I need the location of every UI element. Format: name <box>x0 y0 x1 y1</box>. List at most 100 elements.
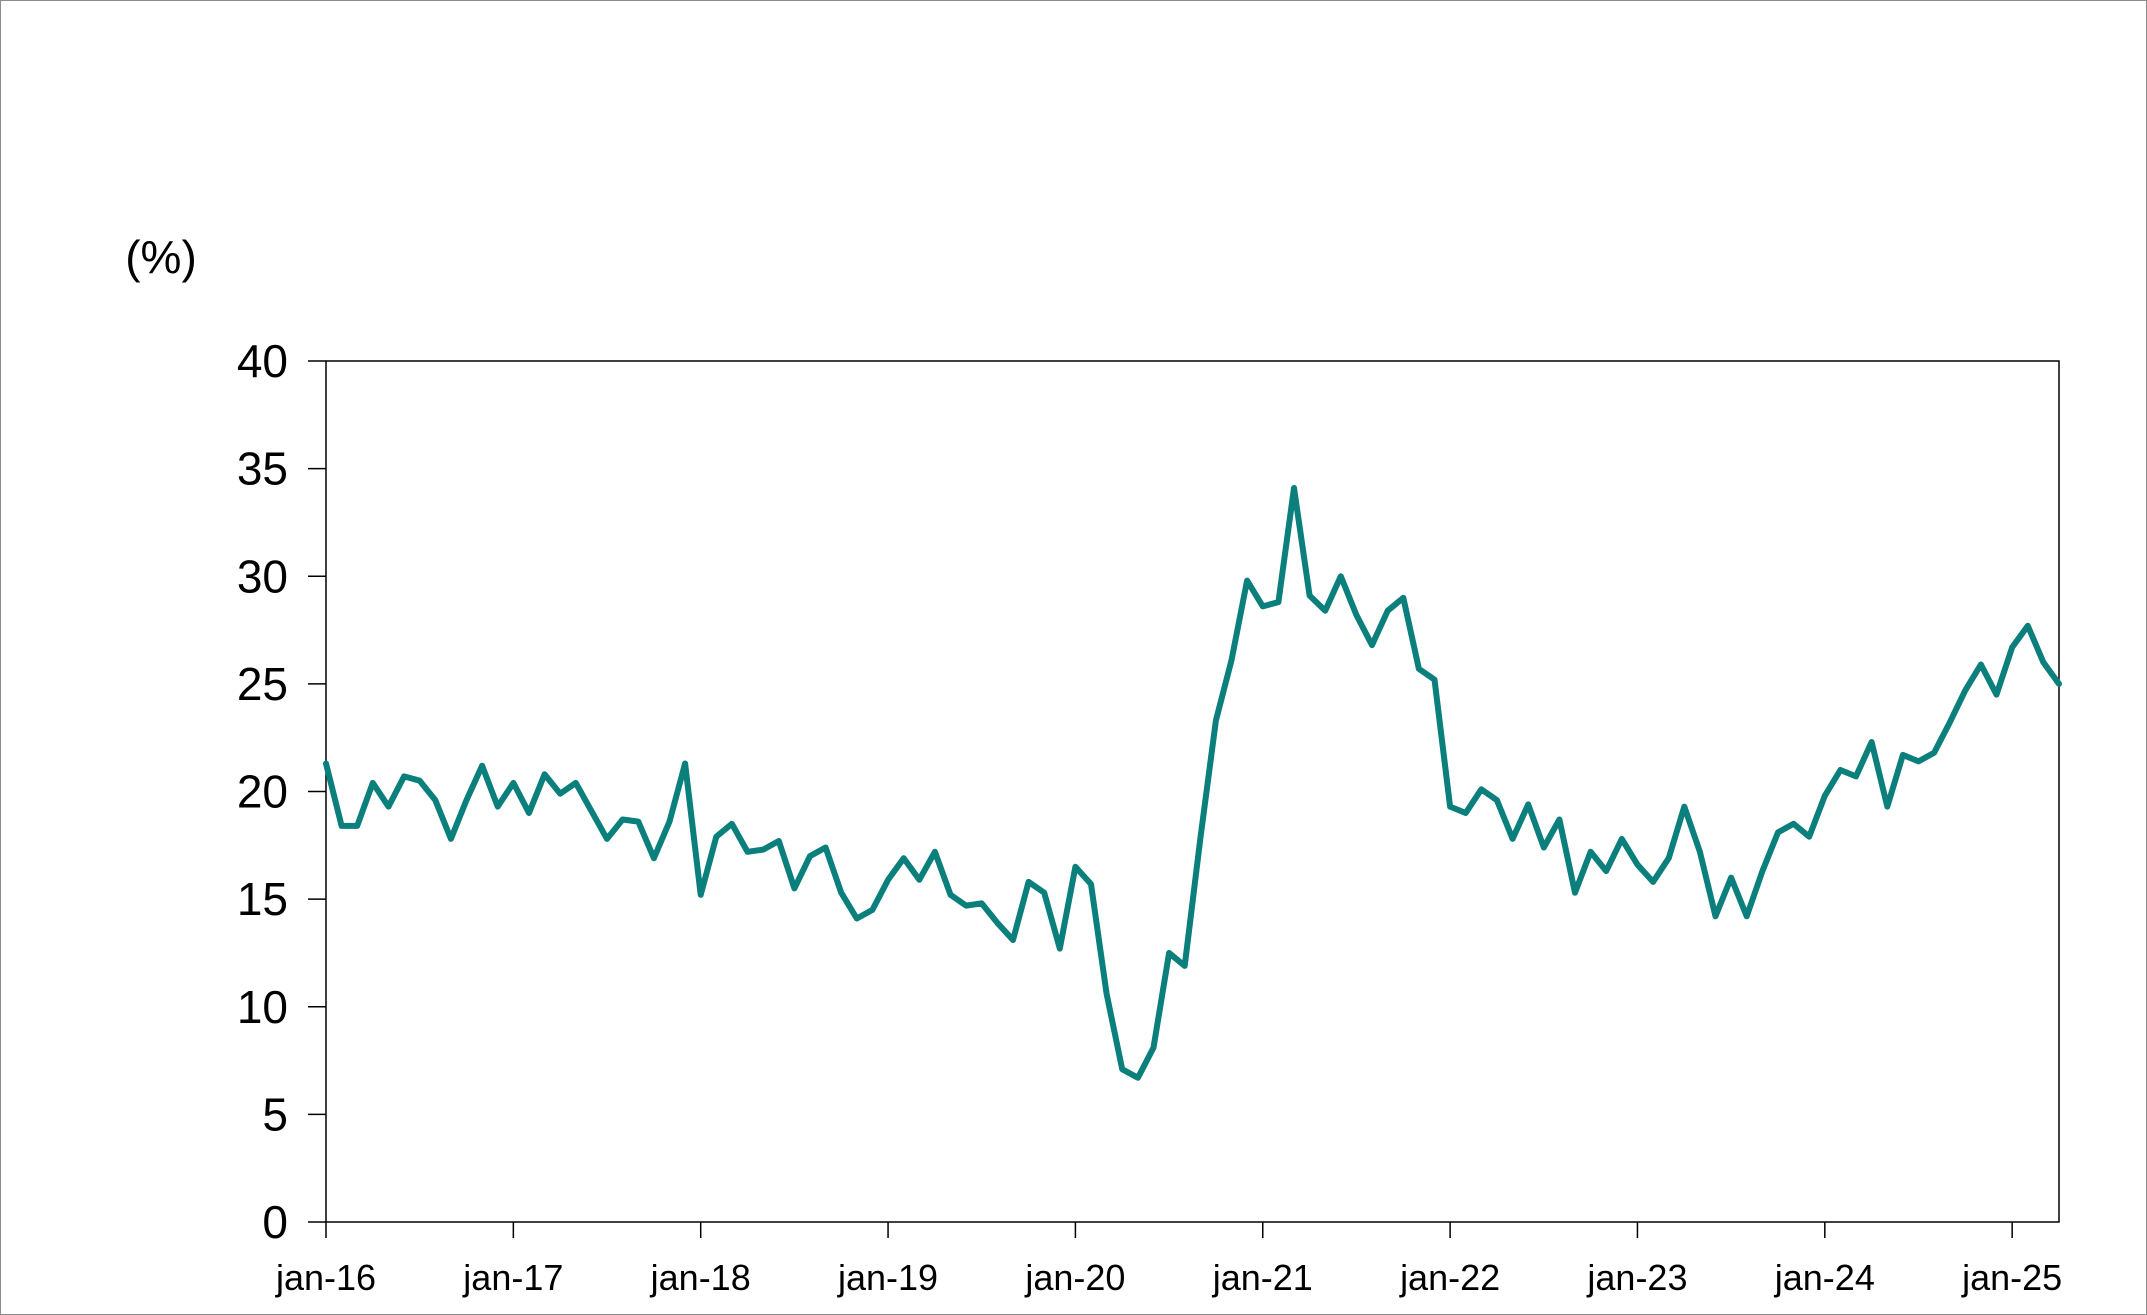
data-point <box>1572 890 1578 896</box>
x-tick-label: jan-22 <box>1399 1257 1500 1298</box>
data-point <box>1588 849 1594 855</box>
data-point <box>323 761 329 767</box>
data-point <box>417 778 423 784</box>
data-point <box>1135 1075 1141 1081</box>
data-point <box>948 892 954 898</box>
data-point <box>994 920 1000 926</box>
data-point <box>1556 817 1562 823</box>
data-point <box>1916 758 1922 764</box>
data-point <box>729 821 735 827</box>
data-point <box>448 836 454 842</box>
data-point <box>1728 875 1734 881</box>
data-point <box>1759 868 1765 874</box>
data-point <box>1432 677 1438 683</box>
data-point <box>1681 804 1687 810</box>
data-point <box>1088 881 1094 887</box>
data-point <box>963 903 969 909</box>
data-point <box>1478 786 1484 792</box>
data-point <box>1353 612 1359 618</box>
data-point <box>1494 797 1500 803</box>
data-point <box>760 847 766 853</box>
data-point <box>2009 644 2015 650</box>
data-point <box>1338 573 1344 579</box>
x-axis: jan-16 jan-17 jan-18 jan-19 jan-20 jan-21 jan-… <box>275 1222 2062 1298</box>
data-point <box>1744 913 1750 919</box>
data-point <box>1026 879 1032 885</box>
data-point <box>1603 868 1609 874</box>
data-point <box>354 823 360 829</box>
data-point <box>745 849 751 855</box>
data-point <box>510 780 516 786</box>
data-point <box>620 817 626 823</box>
x-tick-label: jan-16 <box>275 1257 376 1298</box>
x-tick-label: jan-25 <box>1961 1257 2062 1298</box>
y-axis-unit-label: (%) <box>125 231 197 283</box>
data-point <box>776 838 782 844</box>
data-point <box>1713 913 1719 919</box>
data-point <box>1119 1066 1125 1072</box>
data-point <box>2025 623 2031 629</box>
data-point <box>1229 657 1235 663</box>
data-point <box>1978 662 1984 668</box>
data-point <box>1307 593 1313 599</box>
data-point <box>588 808 594 814</box>
data-point <box>1322 608 1328 614</box>
data-point <box>1369 642 1375 648</box>
x-tick-label: jan-23 <box>1586 1257 1687 1298</box>
y-tick-label: 25 <box>237 658 288 710</box>
data-point <box>1650 879 1656 885</box>
data-point <box>1869 739 1875 745</box>
data-point <box>1166 950 1172 956</box>
x-tick-label: jan-21 <box>1212 1257 1313 1298</box>
data-point <box>979 900 985 906</box>
series-points <box>323 485 2062 1081</box>
data-point <box>854 916 860 922</box>
data-point <box>2056 681 2062 687</box>
data-point <box>651 855 657 861</box>
data-point <box>1244 578 1250 584</box>
data-point <box>464 797 470 803</box>
y-tick-label: 35 <box>237 443 288 495</box>
data-point <box>916 877 922 883</box>
plot-area <box>325 360 2060 1223</box>
data-point <box>1151 1045 1157 1051</box>
data-point <box>698 892 704 898</box>
x-tick-label: jan-24 <box>1774 1257 1875 1298</box>
data-point <box>495 804 501 810</box>
data-point <box>901 855 907 861</box>
y-axis: 0 5 10 15 20 25 30 35 40 <box>237 335 326 1248</box>
data-point <box>1510 836 1516 842</box>
data-point <box>635 819 641 825</box>
data-point <box>1447 804 1453 810</box>
data-point <box>1104 991 1110 997</box>
data-point <box>1962 687 1968 693</box>
data-point <box>1853 773 1859 779</box>
data-point <box>1666 855 1672 861</box>
data-point <box>1635 862 1641 868</box>
data-point <box>1931 750 1937 756</box>
data-point <box>682 761 688 767</box>
y-tick-label: 30 <box>237 550 288 602</box>
data-point <box>1837 767 1843 773</box>
data-point <box>1400 595 1406 601</box>
y-tick-label: 5 <box>262 1088 288 1140</box>
data-point <box>1806 834 1812 840</box>
data-point <box>885 877 891 883</box>
data-point <box>823 845 829 851</box>
data-point <box>1057 946 1063 952</box>
data-point <box>1197 836 1203 842</box>
data-point <box>401 773 407 779</box>
data-point <box>386 804 392 810</box>
data-point <box>791 885 797 891</box>
data-point <box>573 780 579 786</box>
data-point <box>479 763 485 769</box>
data-point <box>1291 485 1297 491</box>
data-point <box>1275 599 1281 605</box>
data-point <box>1010 937 1016 943</box>
data-point <box>432 797 438 803</box>
series-line <box>323 485 2062 1081</box>
x-tick-label: jan-18 <box>650 1257 751 1298</box>
data-point <box>1072 864 1078 870</box>
data-point <box>1900 752 1906 758</box>
